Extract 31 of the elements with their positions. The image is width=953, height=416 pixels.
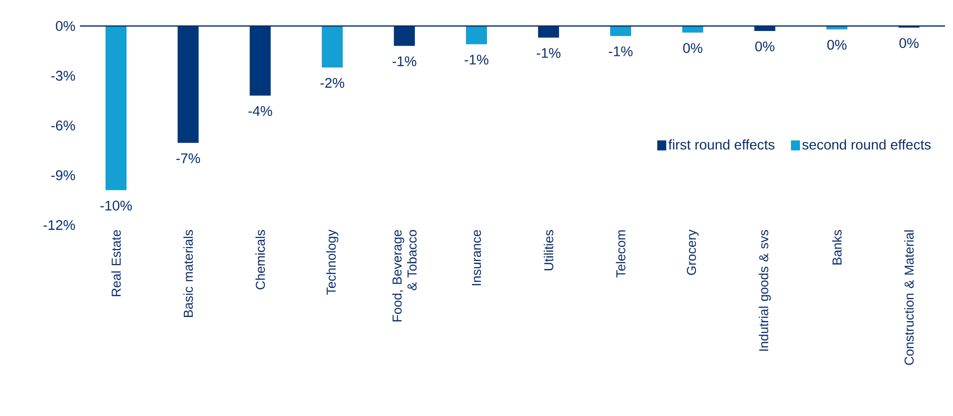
y-tick-label: -9% xyxy=(51,170,75,180)
data-label: 0% xyxy=(683,43,702,54)
y-tick-label: -3% xyxy=(51,70,75,81)
y-tick-label: 0% xyxy=(56,21,75,31)
data-label: 0% xyxy=(755,41,774,52)
x-tick-label: Grocery xyxy=(686,230,699,275)
x-tick-label: Insurance xyxy=(472,230,481,286)
x-tick-label: Food, Beverage & Tobacco xyxy=(392,230,417,322)
x-tick-label: Utilities xyxy=(544,230,554,270)
y-tick-label: -6% xyxy=(51,120,75,130)
x-tick-label: Basic materials xyxy=(183,230,193,317)
data-label: 0% xyxy=(899,38,919,48)
data-label: -2% xyxy=(320,78,344,88)
x-tick-label: Telecom xyxy=(616,230,626,278)
x-tick-label: Technology xyxy=(326,230,338,295)
x-tick-label: Banks xyxy=(832,230,842,264)
data-label: -4% xyxy=(248,106,272,116)
x-tick-label: Real Estate xyxy=(111,230,121,296)
legend-label: second round effects xyxy=(802,139,931,150)
legend-label: first round effects xyxy=(668,139,774,150)
data-label: -1% xyxy=(392,56,416,66)
data-label: -1% xyxy=(464,54,488,65)
data-label: -1% xyxy=(608,46,633,56)
x-tick-label: Indutrial goods & svs xyxy=(758,230,771,351)
data-label: -7% xyxy=(176,153,200,164)
data-label: 0% xyxy=(827,40,846,50)
data-label: -1% xyxy=(536,48,560,58)
y-tick-label: -12% xyxy=(44,220,75,230)
x-tick-label: Chemicals xyxy=(255,230,265,290)
x-tick-label: Construction & Material xyxy=(904,230,914,365)
data-label: -10% xyxy=(100,200,132,211)
